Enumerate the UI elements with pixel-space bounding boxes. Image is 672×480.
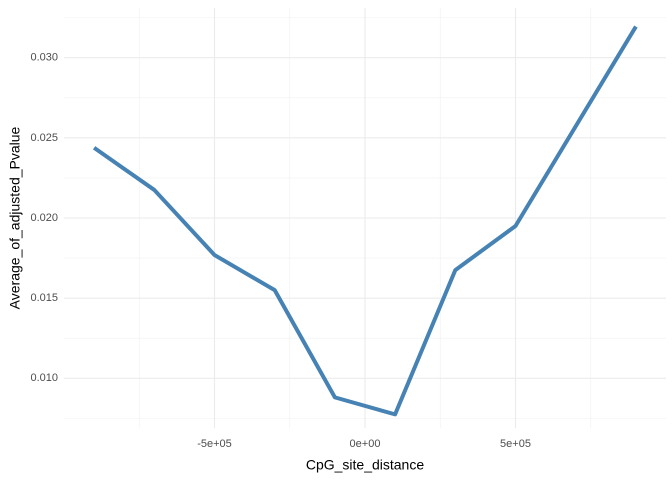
data-line	[92, 25, 638, 417]
y-axis-title: Average_of_adjusted_Pvalue	[7, 126, 23, 309]
x-tick-label: 5e+05	[500, 438, 531, 450]
y-tick-label: 0.030	[30, 52, 58, 64]
x-tick-label: 0e+00	[350, 438, 381, 450]
y-tick-label: 0.020	[30, 212, 58, 224]
y-tick-label: 0.010	[30, 372, 58, 384]
x-tick-label: -5e+05	[197, 438, 232, 450]
y-tick-label: 0.015	[30, 292, 58, 304]
x-axis-title: CpG_site_distance	[306, 457, 425, 473]
y-tick-label: 0.025	[30, 132, 58, 144]
